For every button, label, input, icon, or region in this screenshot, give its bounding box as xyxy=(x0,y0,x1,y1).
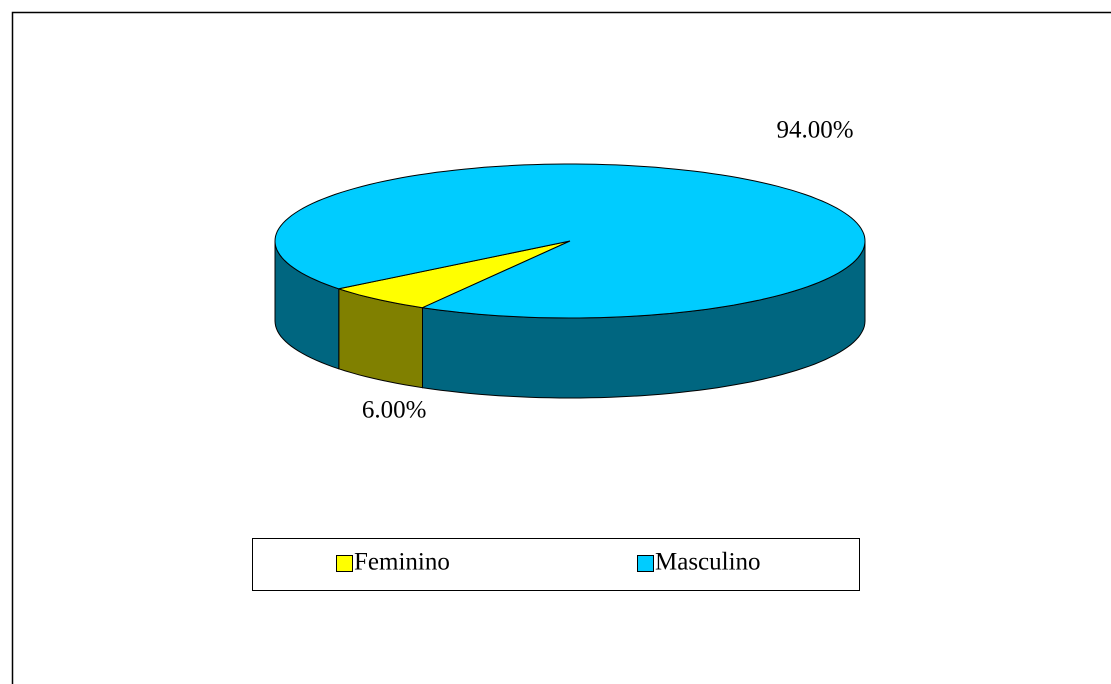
legend-swatch xyxy=(336,555,353,572)
legend-label: Masculino xyxy=(655,549,761,576)
legend-swatch xyxy=(637,555,654,572)
legend-label: Feminino xyxy=(354,549,450,576)
pie-slice xyxy=(274,163,866,319)
pie-slice xyxy=(336,240,571,309)
data-label: 94.00% xyxy=(776,117,853,144)
data-label: 6.00% xyxy=(362,397,427,424)
legend-box xyxy=(252,538,860,591)
legend: Feminino Masculino xyxy=(336,549,761,576)
pie: 6.00% 94.00% xyxy=(274,117,866,424)
